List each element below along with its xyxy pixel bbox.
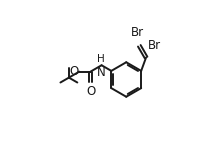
Text: Br: Br (148, 39, 162, 52)
Text: Br: Br (131, 26, 144, 39)
Text: H: H (97, 54, 105, 64)
Text: O: O (86, 85, 95, 98)
Text: N: N (97, 66, 105, 79)
Text: O: O (69, 65, 78, 78)
